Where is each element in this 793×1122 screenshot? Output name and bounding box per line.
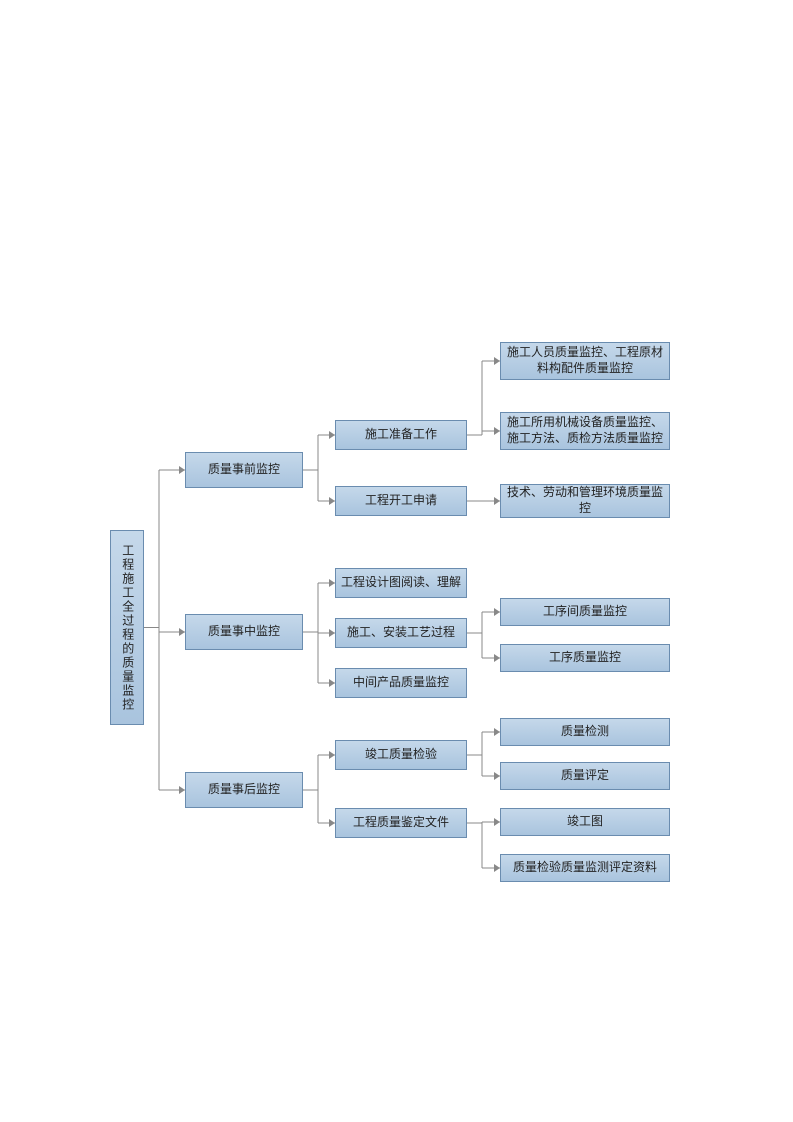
node-l1a: 质量事前监控 [185,452,303,488]
node-l2b1: 工程设计图阅读、理解 [335,568,467,598]
node-l3a1: 施工人员质量监控、工程原材料构配件质量监控 [500,342,670,380]
node-l3b1: 工序间质量监控 [500,598,670,626]
node-root: 工程施工全过程的质量监控 [110,530,144,725]
node-l2a1: 施工准备工作 [335,420,467,450]
node-l3a3: 技术、劳动和管理环境质量监控 [500,484,670,518]
node-l2c2: 工程质量鉴定文件 [335,808,467,838]
node-l3a2: 施工所用机械设备质量监控、施工方法、质检方法质量监控 [500,412,670,450]
node-l3c3: 竣工图 [500,808,670,836]
node-l3c4: 质量检验质量监测评定资料 [500,854,670,882]
node-l1c: 质量事后监控 [185,772,303,808]
node-l1b: 质量事中监控 [185,614,303,650]
node-l2a2: 工程开工申请 [335,486,467,516]
node-l2b3: 中间产品质量监控 [335,668,467,698]
node-l3b2: 工序质量监控 [500,644,670,672]
node-l3c1: 质量检测 [500,718,670,746]
node-l2c1: 竣工质量检验 [335,740,467,770]
node-l3c2: 质量评定 [500,762,670,790]
node-l2b2: 施工、安装工艺过程 [335,618,467,648]
